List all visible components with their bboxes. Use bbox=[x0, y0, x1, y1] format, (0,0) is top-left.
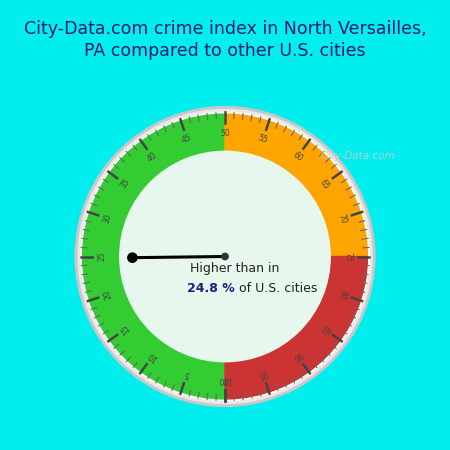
Text: 15: 15 bbox=[119, 322, 132, 336]
Text: 70: 70 bbox=[337, 212, 348, 225]
Text: 50: 50 bbox=[220, 129, 230, 138]
Text: 90: 90 bbox=[291, 350, 304, 363]
Text: City-Data.com: City-Data.com bbox=[315, 151, 395, 161]
Text: 30: 30 bbox=[102, 212, 113, 225]
Text: 24.8 %: 24.8 % bbox=[187, 282, 235, 295]
Text: 45: 45 bbox=[181, 134, 193, 145]
Text: City-Data.com crime index in North Versailles,
PA compared to other U.S. cities: City-Data.com crime index in North Versa… bbox=[24, 20, 426, 60]
Wedge shape bbox=[225, 112, 369, 256]
Circle shape bbox=[222, 253, 228, 260]
Circle shape bbox=[128, 253, 137, 262]
Wedge shape bbox=[225, 256, 369, 400]
Text: Higher than in: Higher than in bbox=[190, 261, 280, 274]
Text: 35: 35 bbox=[119, 177, 132, 191]
Text: 10: 10 bbox=[146, 350, 159, 363]
Circle shape bbox=[120, 151, 330, 362]
Text: 65: 65 bbox=[318, 177, 331, 191]
Text: 0: 0 bbox=[223, 375, 227, 384]
Circle shape bbox=[75, 107, 375, 406]
Text: 5: 5 bbox=[183, 369, 191, 379]
Text: 60: 60 bbox=[291, 150, 304, 163]
Text: 75: 75 bbox=[344, 252, 353, 261]
Circle shape bbox=[78, 109, 372, 404]
Text: 100: 100 bbox=[218, 375, 232, 384]
Text: 85: 85 bbox=[318, 322, 331, 336]
Text: of U.S. cities: of U.S. cities bbox=[239, 282, 318, 295]
Text: 95: 95 bbox=[257, 368, 269, 379]
Text: 25: 25 bbox=[97, 252, 106, 261]
Text: 20: 20 bbox=[102, 288, 113, 301]
Wedge shape bbox=[81, 112, 225, 400]
Text: 80: 80 bbox=[337, 288, 348, 301]
Text: 40: 40 bbox=[146, 150, 159, 163]
Text: 55: 55 bbox=[257, 134, 269, 145]
